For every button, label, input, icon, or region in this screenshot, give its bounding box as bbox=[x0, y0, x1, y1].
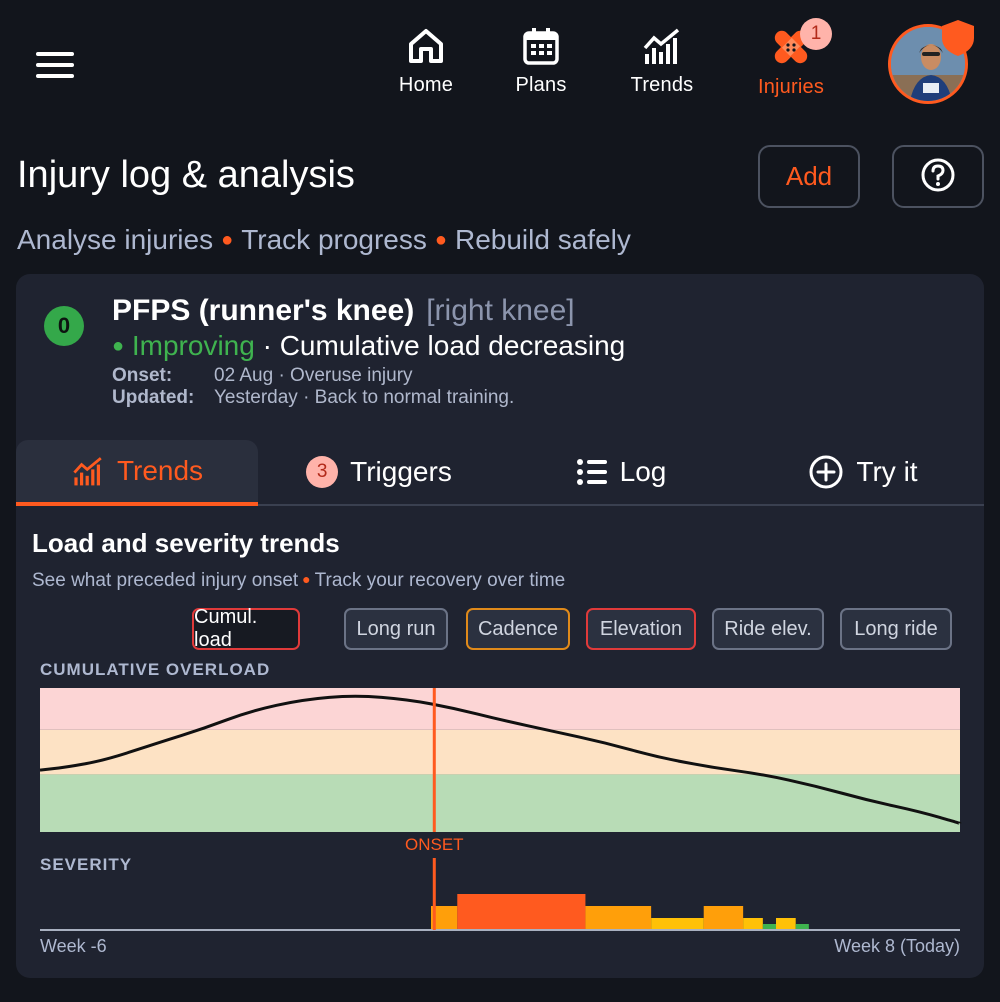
status-label: Improving bbox=[131, 330, 255, 361]
tab-trends[interactable]: Trends bbox=[16, 440, 258, 506]
severity-bar bbox=[585, 906, 652, 930]
separator-dot: ● bbox=[434, 229, 447, 251]
trend-chart-icon bbox=[73, 457, 102, 486]
injury-card: 0 PFPS (runner's knee) [right knee] ● Imp… bbox=[16, 274, 984, 978]
status-detail: · Cumulative load decreasing bbox=[262, 330, 626, 361]
tab-log-label: Log bbox=[619, 456, 667, 487]
severity-bar bbox=[762, 924, 776, 930]
nav-injuries-label: Injuries bbox=[757, 76, 825, 98]
section-subtitle: See what preceded injury onset ● Track you… bbox=[32, 570, 565, 592]
nav-home-label: Home bbox=[398, 74, 454, 96]
triggers-badge: 3 bbox=[306, 456, 339, 488]
subtitle-item: Analyse injuries bbox=[17, 224, 214, 255]
tab-trends-label: Trends bbox=[116, 455, 204, 486]
subtitle-item: Rebuild safely bbox=[454, 224, 631, 255]
calendar-icon bbox=[523, 28, 559, 65]
severity-bar bbox=[457, 894, 586, 930]
tab-log[interactable]: Log bbox=[500, 440, 742, 504]
injuries-badge: 1 bbox=[800, 18, 832, 50]
severity-bar bbox=[651, 918, 704, 930]
hamburger-menu-icon[interactable] bbox=[36, 52, 76, 78]
section-title: Load and severity trends bbox=[32, 528, 340, 558]
updated-value: Yesterday · Back to normal training. bbox=[214, 387, 515, 408]
help-button[interactable] bbox=[892, 145, 984, 208]
injury-status: ● Improving · Cumulative load decreasing bbox=[112, 330, 625, 362]
onset-label: ONSET bbox=[405, 835, 464, 854]
page-subtitle: Analyse injuries ● Track progress ● Rebuild … bbox=[17, 224, 631, 256]
filter-elevation[interactable]: Elevation bbox=[586, 608, 696, 650]
nav-plans-label: Plans bbox=[515, 74, 567, 96]
plus-circle-icon bbox=[809, 455, 843, 489]
injury-title: PFPS (runner's knee) [right knee] bbox=[112, 294, 575, 328]
zone-high bbox=[40, 688, 960, 730]
status-dot: ● bbox=[112, 335, 125, 357]
tab-bar: Trends 3 Triggers Log Try it bbox=[16, 440, 984, 506]
bandage-icon bbox=[774, 30, 808, 64]
filter-ride-elevation[interactable]: Ride elev. bbox=[712, 608, 824, 650]
filter-cumulative-load[interactable]: Cumul. load bbox=[192, 606, 300, 651]
nav-plans[interactable]: Plans bbox=[486, 26, 596, 110]
severity-bar bbox=[743, 918, 763, 930]
help-icon bbox=[921, 158, 955, 192]
zone-moderate bbox=[40, 729, 960, 775]
separator-dot: ● bbox=[302, 571, 311, 587]
nav-injuries[interactable]: 1 Injuries bbox=[736, 18, 846, 110]
filter-long-ride[interactable]: Long ride bbox=[840, 608, 952, 650]
zone-low bbox=[40, 774, 960, 832]
list-icon bbox=[576, 459, 607, 485]
subtitle-item: Track progress bbox=[241, 224, 427, 255]
home-icon bbox=[409, 29, 443, 63]
injury-name: PFPS (runner's knee) bbox=[112, 294, 415, 327]
onset-row: Onset: 02 Aug · Overuse injury bbox=[112, 365, 413, 387]
nav-trends[interactable]: Trends bbox=[607, 26, 717, 110]
tab-try-it[interactable]: Try it bbox=[742, 440, 984, 504]
filter-cadence[interactable]: Cadence bbox=[466, 608, 570, 650]
severity-chart-label: SEVERITY bbox=[40, 855, 133, 874]
nav-home[interactable]: Home bbox=[371, 26, 481, 110]
updated-row: Updated: Yesterday · Back to normal train… bbox=[112, 387, 514, 409]
x-axis-end-label: Week 8 (Today) bbox=[834, 936, 960, 956]
section-subtitle-item: Track your recovery over time bbox=[314, 570, 566, 591]
overload-chart-label: CUMULATIVE OVERLOAD bbox=[40, 660, 271, 679]
trends-chart: ONSET Week -6 Week 8 (Today) bbox=[39, 688, 961, 956]
tab-triggers-label: Triggers bbox=[350, 456, 452, 487]
tab-try-it-label: Try it bbox=[856, 456, 918, 487]
section-subtitle-item: See what preceded injury onset bbox=[32, 570, 299, 591]
separator-dot: ● bbox=[221, 229, 234, 251]
x-axis-start-label: Week -6 bbox=[40, 936, 107, 956]
overload-line bbox=[39, 694, 961, 825]
filter-long-run[interactable]: Long run bbox=[344, 608, 448, 650]
injury-location: [right knee] bbox=[426, 294, 575, 327]
tab-triggers[interactable]: 3 Triggers bbox=[258, 440, 500, 504]
page-title: Injury log & analysis bbox=[17, 154, 355, 196]
severity-bar bbox=[703, 906, 744, 930]
onset-label: Onset: bbox=[112, 365, 173, 386]
add-button[interactable]: Add bbox=[758, 145, 860, 208]
status-indicator: 0 bbox=[44, 306, 84, 346]
nav-trends-label: Trends bbox=[630, 74, 694, 96]
onset-value: 02 Aug · Overuse injury bbox=[214, 365, 413, 386]
severity-bar bbox=[776, 918, 796, 930]
severity-bar bbox=[795, 924, 809, 930]
shield-icon bbox=[942, 20, 974, 56]
updated-label: Updated: bbox=[112, 387, 195, 408]
trend-chart-icon bbox=[643, 28, 680, 64]
